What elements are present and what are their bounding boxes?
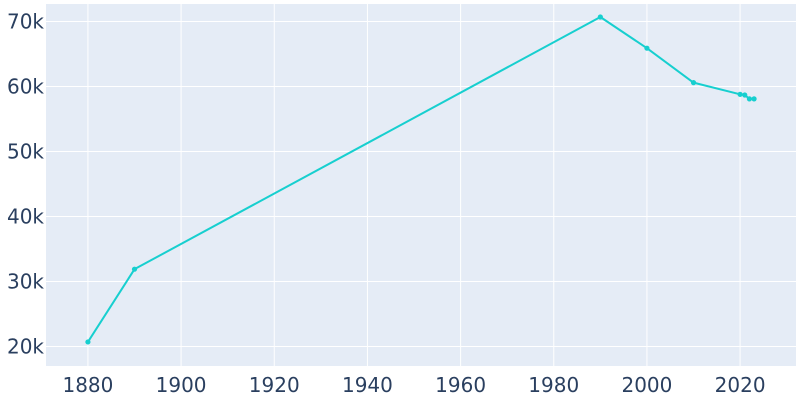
- series-layer: [85, 14, 757, 345]
- y-tick-label-60k: 60k: [7, 75, 44, 99]
- data-point-2010: [690, 80, 697, 86]
- data-point-1880: [85, 339, 91, 345]
- x-tick-label-1900: 1900: [156, 373, 207, 397]
- data-point-2000: [644, 45, 650, 51]
- y-axis-ticks: 20k 30k 40k 50k 60k 70k: [7, 10, 44, 359]
- data-point-2020: [737, 91, 743, 97]
- x-tick-label-1980: 1980: [528, 373, 579, 397]
- x-tick-label-2000: 2000: [621, 373, 672, 397]
- data-point-2021: [742, 92, 748, 98]
- grid-lines: [46, 4, 796, 366]
- y-tick-label-20k: 20k: [7, 335, 44, 359]
- y-tick-label-70k: 70k: [7, 10, 44, 34]
- x-tick-label-1960: 1960: [435, 373, 486, 397]
- y-tick-label-40k: 40k: [7, 205, 44, 229]
- x-tick-label-2020: 2020: [715, 373, 766, 397]
- data-point-2022: [746, 96, 753, 102]
- data-point-1890: [131, 266, 138, 272]
- y-tick-label-50k: 50k: [7, 140, 44, 164]
- x-tick-label-1920: 1920: [249, 373, 300, 397]
- data-point-1990: [597, 14, 603, 20]
- x-tick-label-1940: 1940: [342, 373, 393, 397]
- y-tick-label-30k: 30k: [7, 270, 44, 294]
- data-point-2023: [751, 96, 757, 102]
- x-axis-ticks: 1880 1900 1920 1940 1960 1980 2000 2020: [62, 373, 765, 397]
- x-tick-label-1880: 1880: [62, 373, 113, 397]
- plot-background: [46, 4, 796, 366]
